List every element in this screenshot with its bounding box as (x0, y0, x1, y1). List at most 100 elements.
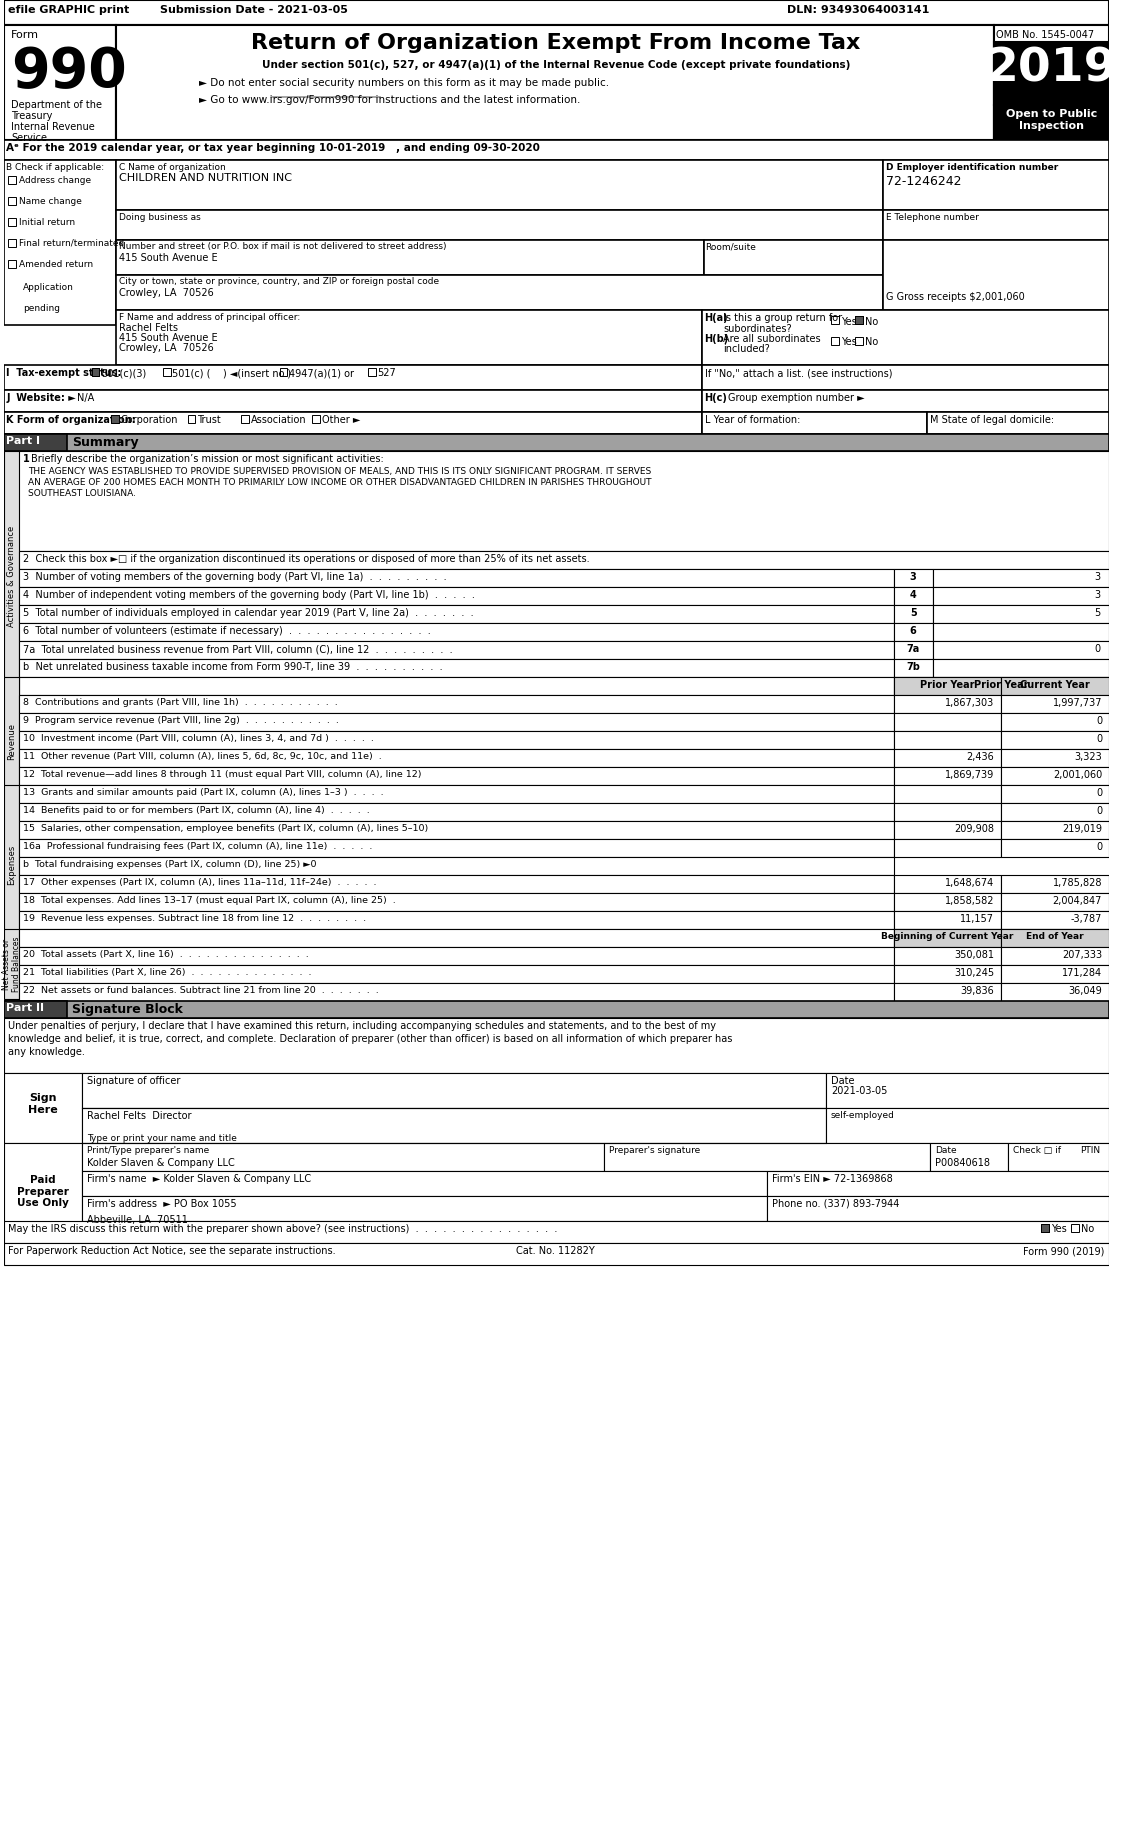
Text: G Gross receipts $2,001,060: G Gross receipts $2,001,060 (886, 292, 1024, 301)
Text: 1,648,674: 1,648,674 (945, 879, 995, 888)
Text: 990: 990 (11, 46, 128, 99)
Bar (3, 26, 116, 141)
Bar (1001, 731, 1109, 749)
Bar (893, 786, 1001, 804)
Bar (8, 197, 16, 205)
Bar (187, 415, 195, 424)
Bar (893, 839, 1001, 857)
Bar (995, 26, 1109, 141)
Text: OMB No. 1545-0047: OMB No. 1545-0047 (997, 29, 1094, 40)
Text: 2,436: 2,436 (966, 753, 995, 762)
Bar (3, 1220, 1109, 1242)
Text: Phone no. (337) 893-7944: Phone no. (337) 893-7944 (772, 1199, 900, 1209)
Text: Kolder Slaven & Company LLC: Kolder Slaven & Company LLC (87, 1158, 235, 1167)
Text: Date: Date (831, 1076, 855, 1085)
Bar (701, 413, 927, 435)
Text: Revenue: Revenue (7, 723, 16, 760)
Bar (1001, 983, 1109, 1001)
Text: Submission Date - 2021-03-05: Submission Date - 2021-03-05 (160, 5, 348, 15)
Bar (933, 568, 1109, 586)
Text: Expenses: Expenses (7, 844, 16, 884)
Text: Application: Application (23, 283, 75, 292)
Text: I  Tax-exempt status:: I Tax-exempt status: (7, 367, 122, 378)
Bar (280, 367, 288, 376)
Text: No: No (865, 318, 878, 327)
Text: End of Year: End of Year (1026, 932, 1084, 941)
Text: 527: 527 (377, 367, 396, 378)
Text: Print/Type preparer's name: Print/Type preparer's name (87, 1146, 209, 1155)
Text: 0: 0 (1096, 716, 1102, 725)
Bar (893, 875, 1001, 893)
Bar (703, 239, 883, 276)
Bar (1001, 767, 1109, 786)
Text: Form 990 (2019): Form 990 (2019) (1023, 1246, 1104, 1255)
Bar (3, 435, 1109, 451)
Bar (19, 893, 893, 912)
Text: B Check if applicable:: B Check if applicable: (7, 163, 105, 172)
Text: Firm's address  ► PO Box 1055: Firm's address ► PO Box 1055 (87, 1199, 236, 1209)
Bar (3, 435, 67, 451)
Bar (19, 786, 893, 804)
Text: Rachel Felts  Director: Rachel Felts Director (87, 1111, 191, 1122)
Bar (701, 365, 1109, 389)
Bar (701, 389, 1109, 413)
Text: 3: 3 (910, 572, 917, 583)
Text: 3: 3 (1094, 590, 1100, 599)
Bar (883, 210, 1109, 239)
Text: THE AGENCY WAS ESTABLISHED TO PROVIDE SUPERVISED PROVISION OF MEALS, AND THIS IS: THE AGENCY WAS ESTABLISHED TO PROVIDE SU… (28, 468, 651, 477)
Text: Treasury: Treasury (11, 111, 53, 121)
Text: 1: 1 (23, 453, 29, 464)
Text: 12  Total revenue—add lines 8 through 11 (must equal Part VIII, column (A), line: 12 Total revenue—add lines 8 through 11 … (23, 769, 421, 778)
Bar (604, 1144, 930, 1171)
Text: efile GRAPHIC print: efile GRAPHIC print (8, 5, 130, 15)
Bar (116, 26, 995, 141)
Bar (91, 367, 99, 376)
Bar (1001, 694, 1109, 713)
Text: Crowley, LA  70526: Crowley, LA 70526 (119, 289, 213, 298)
Text: 1,997,737: 1,997,737 (1052, 698, 1102, 709)
Text: P00840618: P00840618 (935, 1158, 990, 1167)
Bar (3, 1018, 1109, 1072)
Text: Activities & Governance: Activities & Governance (7, 526, 16, 627)
Text: Trust: Trust (198, 415, 221, 426)
Text: 1,869,739: 1,869,739 (945, 769, 995, 780)
Text: 415 South Avenue E: 415 South Avenue E (119, 333, 218, 343)
Text: 16a  Professional fundraising fees (Part IX, column (A), line 11e)  .  .  .  .  : 16a Professional fundraising fees (Part … (23, 842, 373, 851)
Bar (995, 104, 1109, 141)
Bar (893, 678, 1001, 694)
Bar (3, 451, 1109, 552)
Text: DLN: 93493064003141: DLN: 93493064003141 (787, 5, 929, 15)
Text: 19  Revenue less expenses. Subtract line 18 from line 12  .  .  .  .  .  .  .  .: 19 Revenue less expenses. Subtract line … (23, 914, 366, 923)
Bar (1041, 1224, 1049, 1231)
Bar (8, 239, 16, 247)
Bar (19, 946, 893, 965)
Bar (930, 1144, 1008, 1171)
Bar (242, 415, 250, 424)
Text: 17  Other expenses (Part IX, column (A), lines 11a–11d, 11f–24e)  .  .  .  .  .: 17 Other expenses (Part IX, column (A), … (23, 879, 377, 886)
Text: subordinates?: subordinates? (724, 323, 791, 334)
Bar (893, 983, 1001, 1001)
Text: 7a: 7a (907, 643, 920, 654)
Text: J  Website: ►: J Website: ► (7, 393, 76, 404)
Bar (19, 731, 893, 749)
Bar (1001, 928, 1109, 946)
Bar (1001, 893, 1109, 912)
Bar (112, 415, 119, 424)
Text: Current Year: Current Year (1021, 680, 1089, 691)
Text: Group exemption number ►: Group exemption number ► (728, 393, 865, 404)
Bar (116, 311, 701, 365)
Text: H(c): H(c) (704, 393, 727, 404)
Bar (1041, 1224, 1049, 1231)
Text: 39,836: 39,836 (961, 987, 995, 996)
Text: 4  Number of independent voting members of the governing body (Part VI, line 1b): 4 Number of independent voting members o… (23, 590, 475, 599)
Bar (768, 1197, 1109, 1220)
Text: Summary: Summary (72, 437, 139, 449)
Bar (8, 259, 16, 269)
Text: b  Total fundraising expenses (Part IX, column (D), line 25) ►0: b Total fundraising expenses (Part IX, c… (23, 861, 316, 870)
Bar (1001, 804, 1109, 820)
Bar (19, 804, 893, 820)
Text: Preparer's signature: Preparer's signature (609, 1146, 700, 1155)
Bar (1001, 820, 1109, 839)
Text: 21  Total liabilities (Part X, line 26)  .  .  .  .  .  .  .  .  .  .  .  .  .  : 21 Total liabilities (Part X, line 26) .… (23, 968, 312, 977)
Text: Yes: Yes (1051, 1224, 1067, 1233)
